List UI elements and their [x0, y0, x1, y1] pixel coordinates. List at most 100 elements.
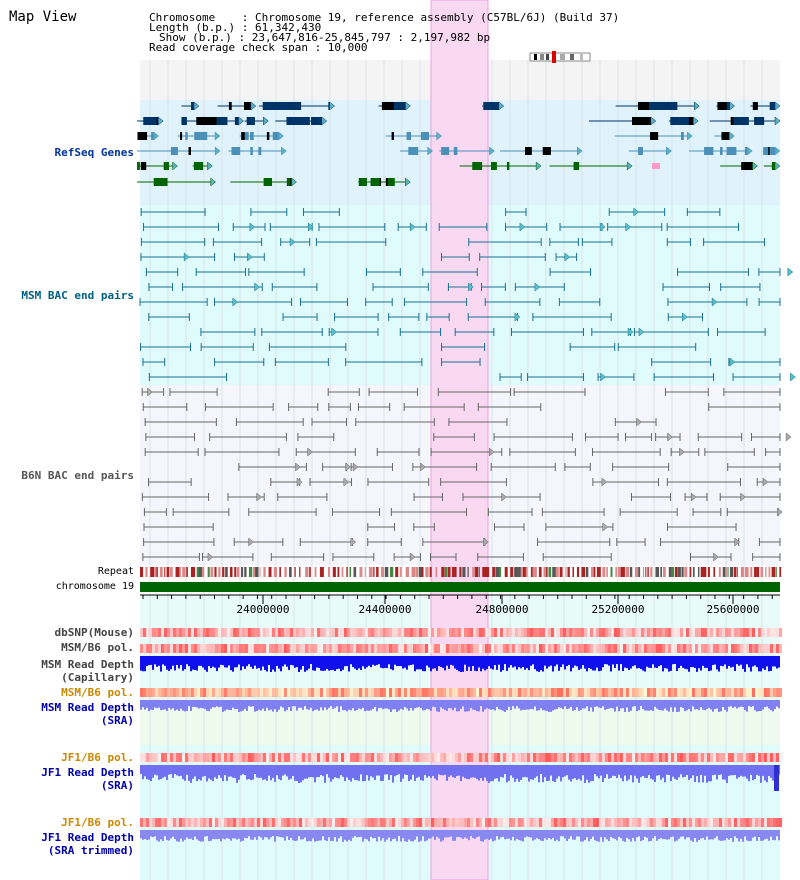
- msm-pol2-density: [149, 688, 152, 697]
- jf1-depth-trimmed: [376, 830, 378, 842]
- msm-depth-sra: [368, 700, 370, 711]
- dbsnp-density: [509, 628, 512, 637]
- msm-depth-sra: [764, 700, 766, 708]
- msm-pol2-density: [401, 688, 404, 697]
- dbsnp-density: [296, 628, 299, 637]
- msm-pol-density: [737, 644, 740, 653]
- msm-depth-sra: [742, 700, 744, 707]
- jf1-depth-trimmed: [272, 830, 274, 837]
- jf1-pol2-density: [767, 818, 770, 827]
- msm-depth-capillary: [716, 656, 718, 670]
- jf1-depth-sra: [588, 765, 590, 783]
- track-label-msm-bac[interactable]: MSM BAC end pairs: [21, 289, 134, 302]
- jf1-depth-sra: [254, 765, 256, 775]
- msm-depth-capillary: [522, 656, 524, 667]
- msm-depth-sra: [670, 700, 672, 708]
- msm-depth-sra: [384, 700, 386, 709]
- dbsnp-density: [260, 628, 263, 637]
- jf1-pol-density: [176, 753, 179, 762]
- dbsnp-density: [704, 628, 707, 637]
- jf1-depth-trimmed: [252, 830, 254, 840]
- jf1-pol-density: [218, 753, 221, 762]
- track-label-jf1-depth-sra[interactable]: JF1 Read Depth: [41, 766, 134, 779]
- msm-pol-density: [467, 644, 470, 653]
- jf1-pol-density: [281, 753, 284, 762]
- msm-depth-sra: [472, 700, 474, 710]
- ideogram-band: [540, 54, 544, 60]
- jf1-pol2-density: [668, 818, 671, 827]
- track-label-jf1-depth-trim[interactable]: JF1 Read Depth: [41, 831, 134, 844]
- track-label-jf1-pol-1[interactable]: JF1/B6 pol.: [61, 751, 134, 764]
- jf1-pol-density: [692, 753, 695, 762]
- jf1-depth-trimmed: [482, 830, 484, 842]
- msm-depth-capillary: [508, 656, 510, 668]
- msm-depth-capillary: [376, 656, 378, 665]
- msm-pol-density: [779, 644, 782, 653]
- jf1-pol-density: [614, 753, 617, 762]
- gene-exon: [263, 178, 273, 186]
- track-label-b6n-bac[interactable]: B6N BAC end pairs: [21, 469, 134, 482]
- jf1-pol2-density: [332, 818, 335, 827]
- jf1-depth-sra: [284, 765, 286, 775]
- msm-depth-capillary: [454, 656, 456, 669]
- repeat-element: [775, 567, 777, 577]
- b6n-bac-pair-marker: [489, 447, 495, 457]
- msm-depth-sra: [644, 700, 646, 711]
- msm-pol2-density: [728, 688, 731, 697]
- jf1-depth-sra: [452, 765, 454, 778]
- track-label-msm-pol-1[interactable]: MSM/B6 pol.: [61, 641, 134, 654]
- msm-depth-capillary: [176, 656, 178, 665]
- msm-pol2-density: [290, 688, 293, 697]
- repeat-element: [543, 567, 546, 577]
- track-label-msm-depth-cap[interactable]: MSM Read Depth: [41, 658, 134, 671]
- jf1-depth-trimmed: [186, 830, 188, 838]
- msm-pol-density: [539, 644, 542, 653]
- jf1-depth-trimmed: [300, 830, 302, 840]
- jf1-depth-trimmed: [598, 830, 600, 842]
- msm-depth-capillary: [478, 656, 480, 668]
- jf1-depth-trimmed: [640, 830, 642, 842]
- track-label-refseq[interactable]: RefSeq Genes: [54, 146, 134, 159]
- msm-depth-sra: [158, 700, 160, 708]
- repeat-element: [241, 567, 244, 577]
- jf1-depth-trimmed: [260, 830, 262, 838]
- msm-pol-density: [764, 644, 767, 653]
- repeat-element: [462, 567, 466, 577]
- jf1-depth-sra: [528, 765, 530, 782]
- track-label-jf1-pol-2[interactable]: JF1/B6 pol.: [61, 816, 134, 829]
- gene-exon: [406, 132, 412, 140]
- jf1-depth-trimmed: [492, 830, 494, 842]
- msm-depth-sra: [488, 700, 490, 710]
- msm-pol-density: [692, 644, 695, 653]
- msm-pol2-density: [386, 688, 389, 697]
- msm-depth-capillary: [252, 656, 254, 669]
- jf1-pol-density: [764, 753, 767, 762]
- msm-pol2-density: [641, 688, 644, 697]
- dbsnp-density: [482, 628, 485, 637]
- repeat-element: [504, 567, 508, 577]
- track-label-dbsnp[interactable]: dbSNP(Mouse): [54, 626, 134, 639]
- jf1-depth-sra: [764, 765, 766, 781]
- msm-depth-sra: [706, 700, 708, 710]
- repeat-element: [729, 567, 734, 577]
- msm-pol2-density: [629, 688, 632, 697]
- msm-depth-sra: [300, 700, 302, 708]
- msm-depth-capillary: [436, 656, 438, 671]
- track-label-msm-depth-sra[interactable]: MSM Read Depth: [41, 701, 134, 714]
- msm-depth-sra: [674, 700, 676, 708]
- msm-depth-capillary: [596, 656, 598, 668]
- b6n-bac-pair-marker: [785, 432, 792, 442]
- jf1-depth-trimmed: [718, 830, 720, 841]
- jf1-depth-sra: [484, 765, 486, 778]
- msm-depth-sra: [646, 700, 648, 711]
- jf1-depth-sra: [276, 765, 278, 776]
- dbsnp-density: [761, 628, 764, 637]
- jf1-pol2-density: [713, 818, 716, 827]
- track-label-repeat: Repeat: [97, 566, 134, 577]
- msm-depth-capillary: [306, 656, 308, 671]
- jf1-depth-sra: [524, 765, 526, 777]
- msm-pol-density: [293, 644, 296, 653]
- jf1-depth-trimmed: [726, 830, 728, 839]
- track-label-msm-pol-2[interactable]: MSM/B6 pol.: [61, 686, 134, 699]
